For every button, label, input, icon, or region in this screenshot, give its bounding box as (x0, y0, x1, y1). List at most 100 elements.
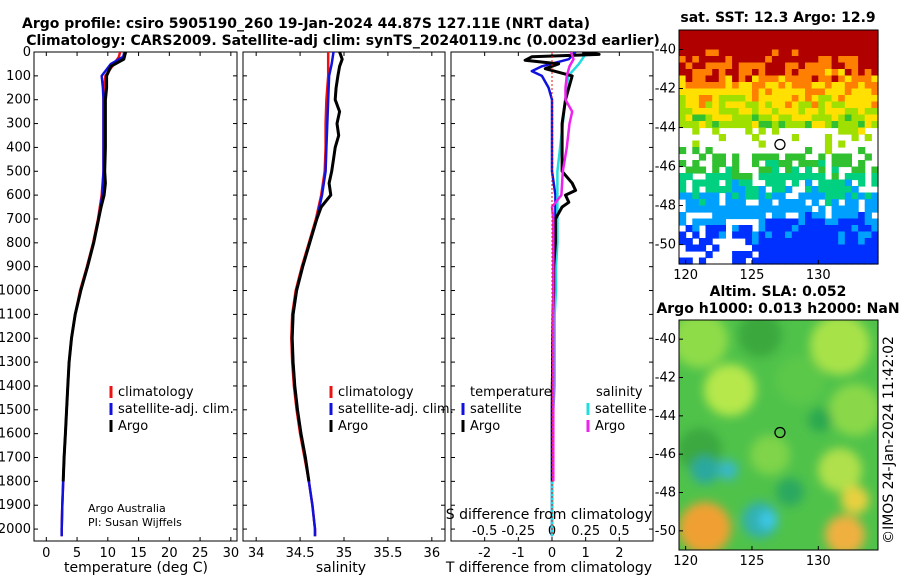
sst-cell (692, 108, 700, 116)
sst-cell (838, 225, 846, 233)
sst-cell (844, 218, 852, 226)
sst-cell (758, 108, 766, 116)
sst-cell (858, 43, 866, 51)
sst-cell (778, 192, 786, 200)
sst-cell (738, 62, 746, 70)
sst-cell (838, 62, 846, 70)
sst-cell (771, 244, 780, 252)
sst-cell (738, 43, 746, 51)
sst-cell (725, 192, 733, 200)
sst-cell (805, 192, 813, 200)
map-ytick-label: -50 (655, 524, 676, 539)
sst-cell (844, 43, 852, 51)
sst-cell (844, 179, 852, 187)
sst-cell (752, 30, 760, 38)
sst-cell (785, 114, 793, 122)
sst-cell (824, 238, 833, 246)
sst-cell (798, 69, 806, 77)
sst-cell (851, 108, 859, 116)
sst-cell (818, 186, 826, 194)
sst-cell (818, 75, 826, 83)
map-ytick-label: -40 (655, 43, 676, 58)
sst-cell (738, 192, 746, 200)
sst-cell (838, 121, 846, 129)
sst-cell (685, 166, 693, 174)
sst-cell (712, 192, 720, 200)
sst-cell (692, 231, 700, 239)
sst-cell (818, 62, 826, 70)
sst-cell (725, 179, 733, 187)
sst-cell (745, 69, 753, 77)
sst-cell (838, 179, 846, 187)
sst-cell (732, 212, 740, 220)
sst-cell (752, 205, 760, 213)
sst-cell (811, 251, 819, 259)
sst-cell (831, 199, 839, 207)
sst-cell (811, 173, 819, 181)
sst-cell (679, 88, 687, 96)
series-argo (290, 52, 344, 482)
sst-cell (718, 186, 726, 194)
series-temperature-argo (523, 52, 601, 482)
sst-cell (805, 238, 813, 246)
sst-cell (725, 114, 733, 122)
sst-cell (732, 231, 740, 239)
sla-blob (759, 511, 777, 529)
sst-cell (805, 95, 813, 103)
sst-cell (685, 114, 693, 122)
sst-cell (685, 82, 693, 90)
sst-cell (831, 225, 839, 233)
sst-cell (758, 30, 766, 38)
sst-cell (758, 225, 766, 233)
sst-cell (765, 88, 773, 96)
sst-cell (791, 251, 799, 259)
sst-cell (778, 238, 786, 246)
sst-cell (758, 199, 766, 207)
sst-cell (765, 153, 773, 161)
sst-cell (752, 160, 760, 168)
sst-cell (679, 160, 687, 168)
sst-cell (758, 166, 766, 174)
sst-cell (844, 212, 852, 220)
sst-cell (738, 75, 746, 83)
sst-cell (844, 101, 852, 109)
sst-cell (851, 212, 859, 220)
sst-cell (771, 225, 780, 233)
sst-cell (698, 218, 707, 226)
sst-cell (725, 88, 733, 96)
map-ytick-label: -46 (655, 447, 676, 462)
depth-tick-label: 300 (6, 117, 31, 132)
sst-cell (798, 225, 806, 233)
sla-map-frame (678, 319, 879, 551)
sst-cell (752, 43, 760, 51)
sst-cell (712, 166, 720, 174)
sst-cell (851, 244, 859, 252)
sst-cell (864, 108, 872, 116)
sst-cell (824, 140, 833, 148)
sst-cell (679, 95, 687, 103)
depth-tick-label: 900 (6, 260, 31, 275)
sst-cell (864, 36, 872, 44)
sst-cell (745, 88, 753, 96)
sst-cell (758, 114, 766, 122)
sst-cell (851, 186, 859, 194)
sla-blob (691, 456, 719, 484)
map-ytick-label: -48 (655, 486, 676, 501)
sst-cell (745, 121, 753, 129)
sst-cell (745, 114, 753, 122)
sst-cell (745, 43, 753, 51)
sst-cell (712, 43, 720, 51)
sst-cell (791, 121, 799, 129)
sst-cell (705, 75, 713, 83)
sst-cell (798, 36, 806, 44)
sst-cell (871, 257, 879, 265)
sst-cell (851, 36, 859, 44)
sst-cell (844, 251, 852, 259)
sst-cell (679, 218, 687, 226)
sst-cell (864, 43, 872, 51)
sst-cell (858, 101, 866, 109)
sst-cell (718, 69, 726, 77)
sst-cell (805, 114, 813, 122)
sst-cell (745, 30, 753, 38)
sst-cell (791, 199, 799, 207)
